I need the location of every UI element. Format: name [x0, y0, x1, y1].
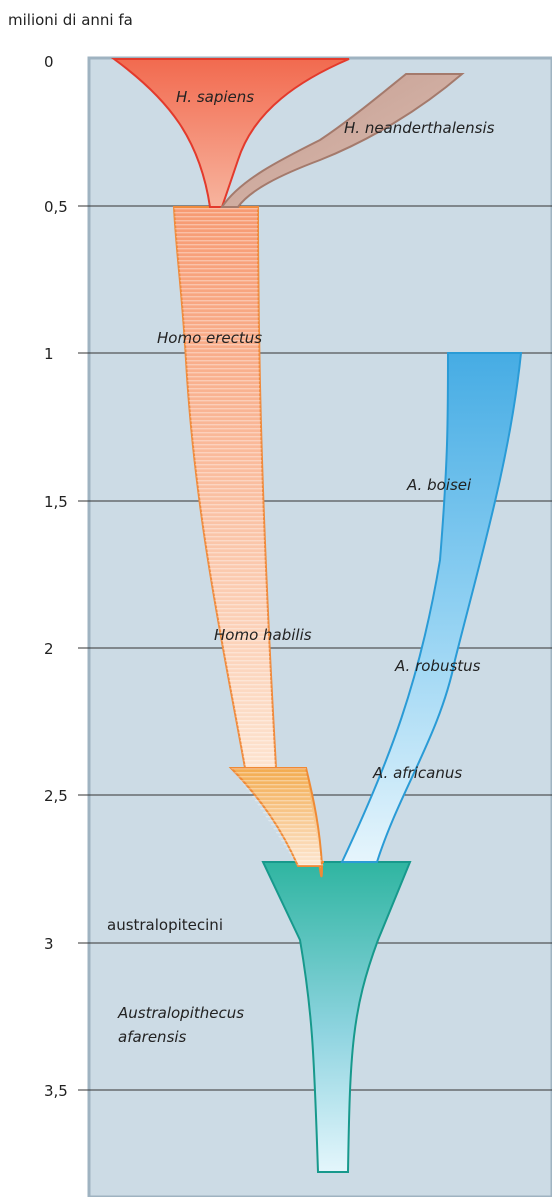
neanderthal-branch: [220, 73, 465, 208]
label-homo-sapiens: H. sapiens: [176, 88, 254, 106]
label-homo-habilis: Homo habilis: [214, 626, 312, 644]
label-homo-erectus: Homo erectus: [157, 329, 262, 347]
label-afarensis-line1: Australopithecus: [117, 1004, 244, 1022]
erectus-stripes: [174, 207, 276, 768]
tick-label-1: 1: [44, 345, 54, 363]
tick-label-2: 2: [44, 640, 54, 658]
label-a-robustus: A. robustus: [394, 657, 481, 675]
axis-title: milioni di anni fa: [8, 11, 133, 29]
tick-label-1-5: 1,5: [44, 493, 68, 511]
afarensis-branch: [261, 861, 412, 1173]
tick-label-0-5: 0,5: [44, 198, 68, 216]
label-homo-neanderthalensis: H. neanderthalensis: [344, 119, 495, 137]
label-a-africanus: A. africanus: [372, 764, 462, 782]
tick-label-2-5: 2,5: [44, 787, 68, 805]
tick-label-0: 0: [44, 53, 54, 71]
tick-marks: [78, 205, 89, 1091]
tick-label-3: 3: [44, 935, 54, 953]
label-afarensis-line2: afarensis: [118, 1028, 187, 1046]
habilis-stem: [231, 768, 324, 866]
label-australopitecini: australopitecini: [107, 916, 223, 934]
label-a-boisei: A. boisei: [406, 476, 472, 494]
tick-label-3-5: 3,5: [44, 1082, 68, 1100]
robust-australopithecine-branch: [340, 352, 523, 863]
